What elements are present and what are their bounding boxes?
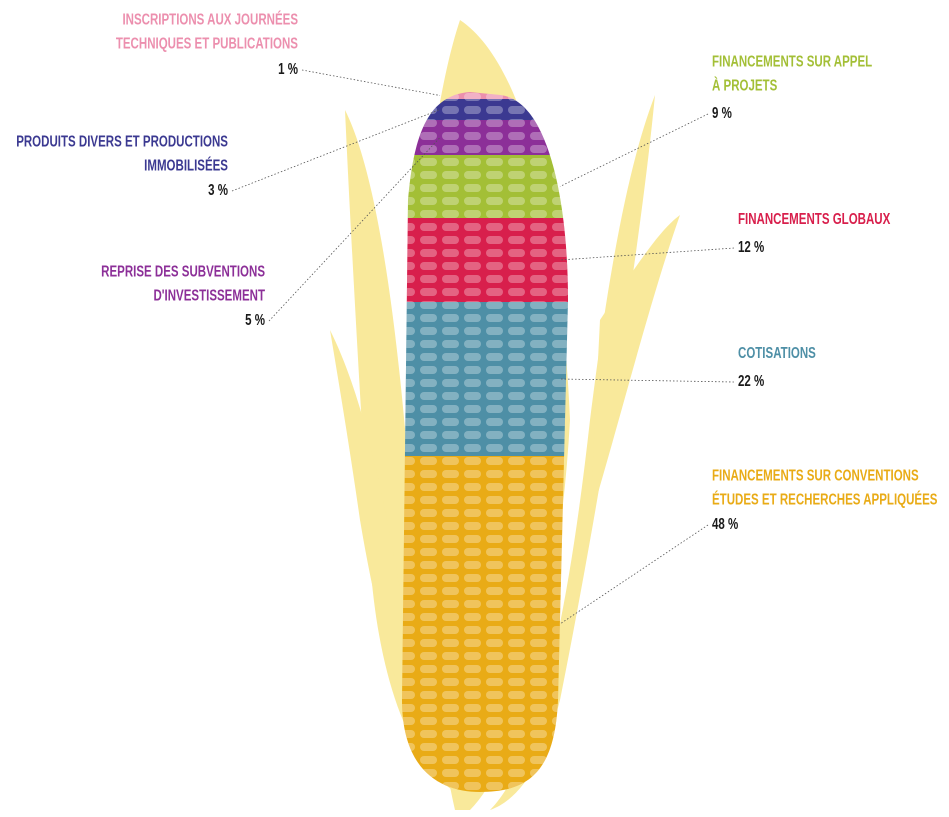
leader-line: [559, 113, 709, 187]
leader-line: [559, 247, 735, 261]
leader-line: [231, 109, 441, 192]
label: REPRISE DES SUBVENTIONS D'INVESTISSEMENT 5…: [101, 137, 441, 329]
category-label: FINANCEMENTS SUR APPEL À PROJETS: [712, 51, 873, 93]
category-label: FINANCEMENTS SUR CONVENTIONS ÉTUDES ET RE…: [712, 465, 937, 507]
label: PRODUITS DIVERS ET PRODUCTIONS IMMOBILISÉ…: [16, 109, 441, 199]
cob-segments: [402, 92, 568, 792]
value-label: 9 %: [712, 103, 732, 121]
category-label: INSCRIPTIONS AUX JOURNÉES TECHNIQUES ET P…: [116, 9, 298, 51]
category-label: COTISATIONS: [738, 343, 816, 361]
value-label: 5 %: [245, 310, 265, 328]
value-label: 22 %: [738, 371, 765, 389]
label: INSCRIPTIONS AUX JOURNÉES TECHNIQUES ET P…: [116, 9, 441, 96]
leader-line: [559, 524, 709, 625]
value-label: 12 %: [738, 237, 765, 255]
leader-line: [559, 378, 735, 383]
value-label: 1 %: [278, 59, 298, 77]
category-label: REPRISE DES SUBVENTIONS D'INVESTISSEMENT: [101, 261, 265, 303]
label: FINANCEMENTS GLOBAUX 12 %: [559, 209, 891, 261]
category-label: FINANCEMENTS GLOBAUX: [738, 209, 891, 227]
value-label: 48 %: [712, 514, 739, 532]
leader-line: [301, 69, 441, 96]
category-label: PRODUITS DIVERS ET PRODUCTIONS IMMOBILISÉ…: [16, 131, 228, 173]
label: COTISATIONS 22 %: [559, 343, 816, 390]
label: FINANCEMENTS SUR CONVENTIONS ÉTUDES ET RE…: [559, 465, 937, 625]
cob: [402, 92, 568, 792]
label: FINANCEMENTS SUR APPEL À PROJETS 9 %: [559, 51, 873, 187]
kernel-texture: [402, 92, 568, 792]
value-label: 3 %: [208, 180, 228, 198]
